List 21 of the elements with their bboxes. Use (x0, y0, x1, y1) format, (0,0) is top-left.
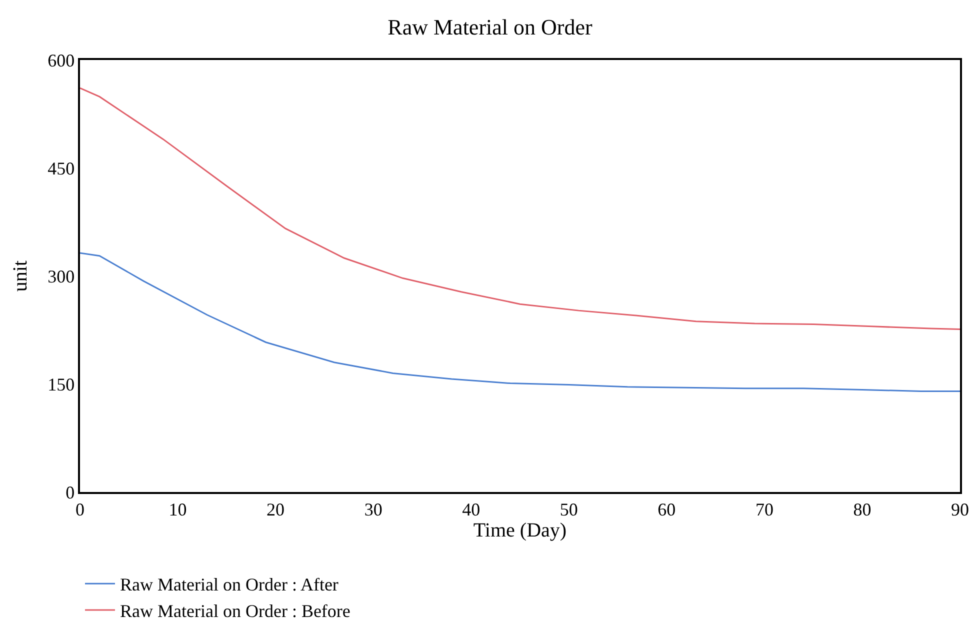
x-tick-label: 40 (462, 499, 480, 520)
legend-label: Raw Material on Order : After (120, 574, 338, 595)
legend-label: Raw Material on Order : Before (120, 601, 350, 622)
y-tick-label: 600 (48, 50, 75, 70)
y-tick-label: 0 (66, 482, 75, 502)
line-series (80, 87, 960, 330)
x-tick-label: 20 (266, 499, 285, 520)
x-tick-label: 60 (658, 499, 676, 520)
y-tick-label: 150 (48, 374, 75, 394)
y-axis-title: unit (10, 260, 32, 292)
x-axis-title: Time (Day) (473, 519, 567, 542)
x-tick-label: 50 (560, 499, 578, 520)
chart-title: Raw Material on Order (388, 14, 593, 40)
x-tick-label: 10 (168, 499, 187, 520)
y-tick-label: 300 (48, 266, 75, 286)
x-tick-label: 80 (853, 499, 872, 520)
x-tick-label: 70 (755, 499, 774, 520)
x-tick-label: 30 (364, 499, 382, 520)
y-tick-label: 450 (48, 158, 75, 178)
x-tick-label: 90 (951, 499, 969, 520)
line-series (80, 252, 960, 392)
